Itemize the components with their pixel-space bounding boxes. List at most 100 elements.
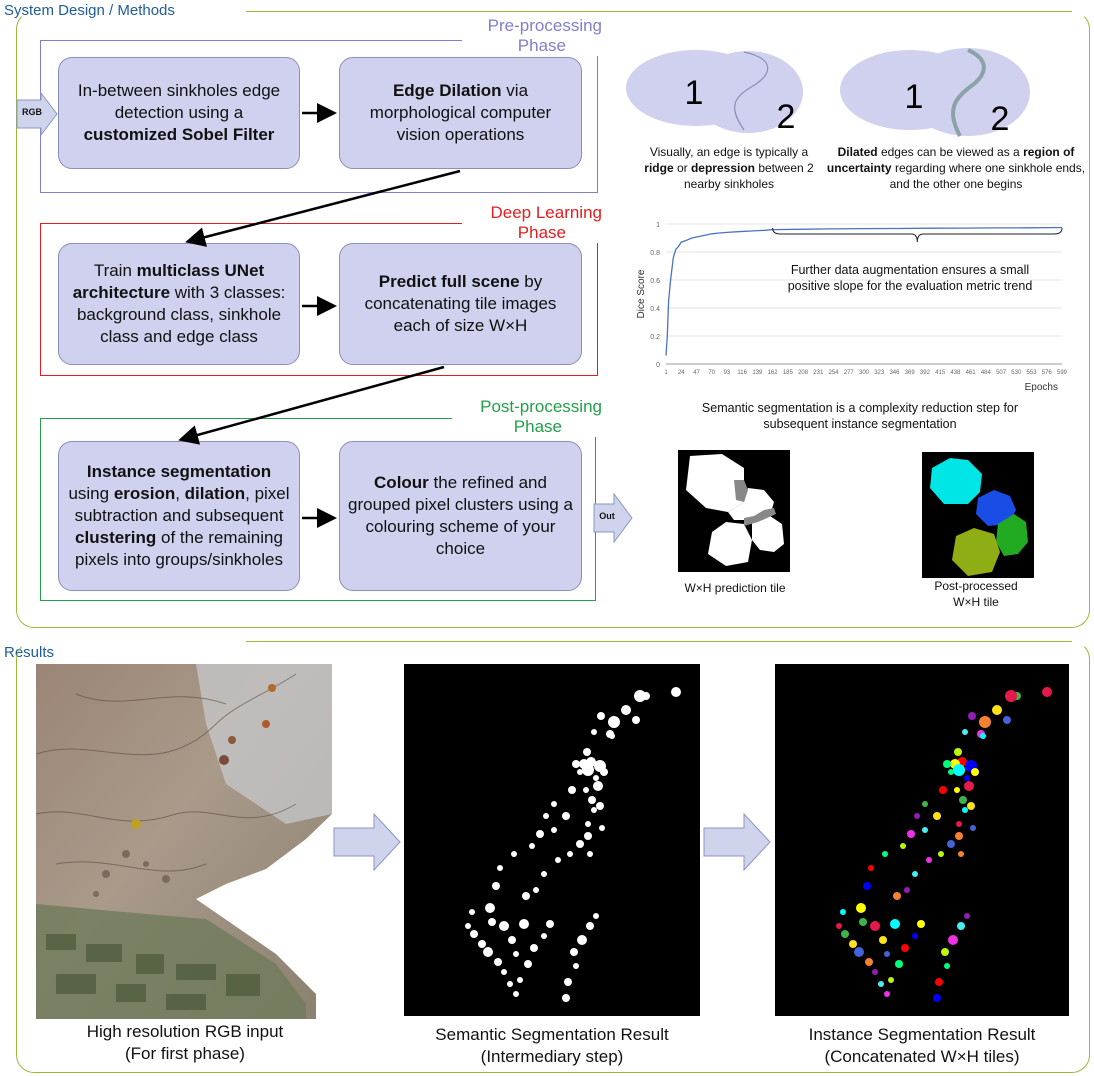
- semantic-sinkhole-blob: [530, 944, 538, 952]
- semantic-sinkhole-blob: [465, 923, 471, 929]
- instance-sinkhole-blob: [884, 991, 890, 997]
- semantic-sinkhole-blob: [513, 991, 519, 997]
- semantic-sinkhole-blob: [584, 832, 592, 840]
- instance-sinkhole-blob: [1042, 687, 1052, 697]
- instance-sinkhole-blob: [948, 769, 954, 775]
- x-tick-label: 530: [1011, 370, 1022, 376]
- instance-sinkhole-blob: [992, 705, 1002, 715]
- post-processed-tile-caption: Post-processed W×H tile: [934, 579, 1018, 609]
- semantic-sinkhole-blob: [567, 851, 573, 857]
- x-tick-label: 277: [844, 370, 855, 376]
- instance-sinkhole-blob: [888, 977, 894, 983]
- instance-sinkhole-blob: [964, 775, 970, 781]
- instance-sinkhole-blob: [840, 909, 846, 915]
- instance-sinkhole-blob: [890, 919, 900, 929]
- unet-training-box: Train multiclass UNet architecture with …: [58, 243, 300, 365]
- instance-sinkhole-blob: [912, 871, 918, 877]
- semantic-sinkhole-blob: [600, 768, 608, 776]
- instance-sinkhole-blob: [854, 947, 864, 957]
- instance-sinkhole-blob: [865, 958, 873, 966]
- edge-ridge-caption: Visually, an edge is typically a ridge o…: [644, 145, 814, 191]
- semantic-sinkhole-blob: [485, 903, 495, 913]
- instance-sinkhole-blob: [900, 843, 906, 849]
- x-tick-label: 461: [966, 370, 977, 376]
- semantic-sinkhole-blob: [593, 775, 599, 781]
- predict-scene-box: Predict full scene by concatenating tile…: [339, 243, 582, 365]
- semantic-segmentation-image: [404, 664, 700, 1016]
- x-tick-label: 162: [768, 370, 779, 376]
- semantic-sinkhole-blob: [671, 687, 681, 697]
- rgb-input-image: [35, 664, 332, 1019]
- instance-sinkhole-blob: [958, 851, 964, 857]
- dilated-edge-caption: Dilated edges can be viewed as a region …: [826, 145, 1086, 191]
- semantic-sinkhole-blob: [469, 909, 475, 915]
- instance-sinkhole-blob: [841, 930, 849, 938]
- instance-sinkhole-blob: [1005, 690, 1017, 702]
- semantic-sinkhole-blob: [562, 812, 570, 820]
- instance-sinkhole-blob: [868, 865, 874, 871]
- x-tick-label: 93: [724, 370, 731, 376]
- semantic-sinkhole-blob: [478, 940, 486, 948]
- instance-sinkhole-blob: [933, 812, 941, 820]
- x-tick-label: 369: [905, 370, 916, 376]
- instance-segmentation-box: Instance segmentation using erosion, dil…: [58, 441, 300, 591]
- semantic-result-caption: Semantic Segmentation Result (Intermediar…: [435, 1025, 669, 1066]
- semantic-sinkhole-blob: [551, 801, 557, 807]
- y-tick-label: 0.2: [650, 334, 660, 341]
- semantic-sinkhole-blob: [583, 787, 589, 793]
- instance-sinkhole-blob: [971, 768, 979, 776]
- semantic-sinkhole-blob: [536, 830, 544, 838]
- semantic-sinkhole-blob: [582, 764, 594, 776]
- dice-score-chart: 0 0.2 0.4 0.6 0.8 1 1 24 47 70 93 116 139 162 185 208 23…: [636, 222, 1068, 393]
- semantic-sinkhole-blob: [591, 729, 597, 735]
- semantic-sinkhole-blob: [609, 733, 615, 739]
- instance-sinkhole-blob: [904, 887, 910, 893]
- semantic-sinkhole-blob: [546, 920, 554, 928]
- x-tick-label: 24: [678, 370, 685, 376]
- instance-sinkhole-blob: [967, 802, 975, 810]
- x-tick-label: 415: [935, 370, 946, 376]
- semantic-sinkhole-blob: [586, 922, 594, 930]
- results-frame-top-line: [246, 641, 1072, 642]
- semantic-sinkhole-blob: [555, 857, 561, 863]
- instance-sinkhole-blob: [859, 918, 867, 926]
- prediction-tile-caption: W×H prediction tile: [684, 581, 786, 595]
- instance-sinkhole-blob: [907, 830, 915, 838]
- x-tick-label: 208: [798, 370, 809, 376]
- instance-sinkhole-blob: [938, 851, 944, 857]
- sinkhole-number-2b: 2: [991, 100, 1010, 138]
- methods-section-frame: [16, 11, 1090, 628]
- semantic-sinkhole-blob: [543, 813, 549, 819]
- instance-sinkhole-blob: [954, 748, 962, 756]
- x-tick-label: 484: [981, 370, 992, 376]
- semantic-sinkhole-blob: [570, 948, 578, 956]
- semantic-sinkhole-blob: [541, 871, 547, 877]
- semantic-sinkhole-blob: [591, 807, 597, 813]
- instance-sinkhole-blob: [968, 712, 976, 720]
- semantic-sinkhole-blob: [541, 933, 547, 939]
- semantic-sinkhole-blob: [572, 760, 580, 768]
- sinkhole-dilated-edge-diagram: 1 2: [840, 48, 1030, 138]
- semantic-sinkhole-blob: [499, 921, 509, 931]
- semantic-sinkhole-blob: [483, 947, 493, 957]
- x-tick-label: 47: [693, 370, 700, 376]
- instance-sinkhole-blob: [922, 827, 928, 833]
- semantic-sinkhole-blob: [577, 769, 583, 775]
- deep-learning-phase-label: Deep Learning Phase: [462, 203, 602, 243]
- instance-sinkhole-blob: [893, 892, 901, 900]
- instance-sinkhole-blob: [959, 796, 967, 804]
- instance-sinkhole-blob: [964, 781, 974, 791]
- instance-sinkhole-blob: [912, 933, 918, 939]
- x-tick-label: 576: [1042, 370, 1053, 376]
- semantic-sinkhole-blob: [588, 796, 596, 804]
- x-tick-label: 70: [708, 370, 715, 376]
- sinkhole-edge-diagram: 1 2: [626, 50, 803, 136]
- semantic-sinkhole-blob: [568, 786, 576, 794]
- x-tick-label: 346: [889, 370, 900, 376]
- semantic-sinkhole-blob: [507, 981, 513, 987]
- instance-sinkhole-blob: [964, 913, 970, 919]
- instance-sinkhole-blob: [948, 935, 958, 945]
- semantic-sinkhole-blob: [533, 887, 539, 893]
- instance-sinkhole-blob: [957, 922, 965, 930]
- x-axis-label: Epochs: [1025, 382, 1058, 393]
